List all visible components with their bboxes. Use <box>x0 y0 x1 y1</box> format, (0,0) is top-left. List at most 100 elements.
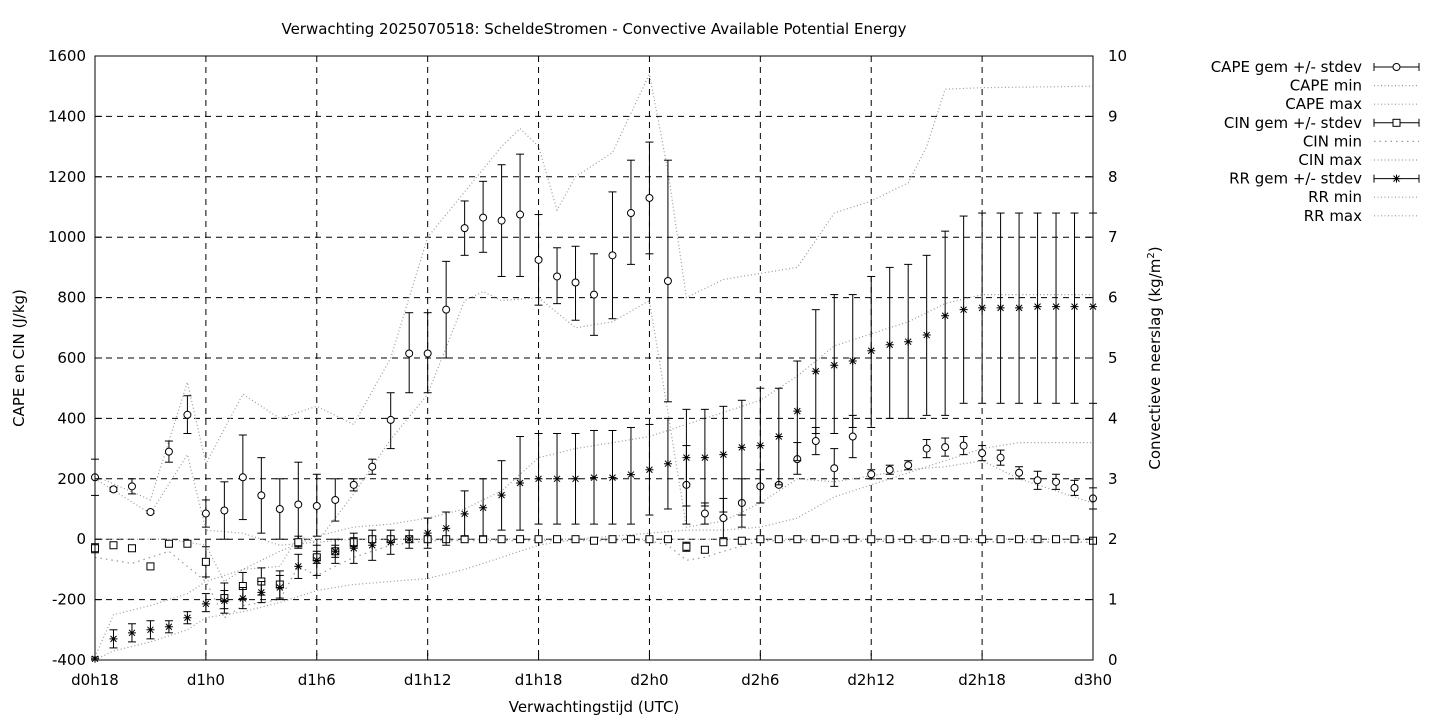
series-rr-gem-stdev-point <box>645 465 654 474</box>
legend-label: RR max <box>1304 207 1362 225</box>
series-cape-max-line <box>94 72 1094 501</box>
series-cin-gem-stdev-point <box>978 535 987 544</box>
series-rr-gem-stdev-point <box>959 305 968 314</box>
y-tick-label: 400 <box>57 409 86 427</box>
series-cin-gem-stdev-point <box>774 535 783 544</box>
series-cin-gem-stdev-point <box>922 535 931 544</box>
series-cape-gem-stdev-point <box>848 432 857 441</box>
series-rr-gem-stdev-point <box>275 583 284 592</box>
series-cape-gem-stdev-point <box>275 505 284 513</box>
series-rr-gem-stdev-point <box>220 596 229 605</box>
series-rr-gem-stdev-point <box>867 346 876 355</box>
series-cin-gem-stdev-point <box>497 535 506 544</box>
series-rr-gem-stdev-point <box>904 337 913 346</box>
series-rr-gem-stdev-point <box>885 340 894 349</box>
series-rr-gem-stdev-point <box>349 544 358 553</box>
y2-tick-label: 8 <box>1108 168 1118 186</box>
legend-item: CAPE max <box>1285 95 1419 113</box>
series-rr-gem-stdev-point <box>663 459 672 468</box>
series-cape-gem-stdev-point <box>368 462 377 471</box>
series-rr-gem-stdev-point <box>553 474 562 483</box>
legend-sample-marker <box>1392 118 1401 127</box>
series-cin-gem-stdev-point <box>941 535 950 544</box>
series-rr-gem-stdev-point <box>183 613 192 622</box>
series-cin-min-line <box>94 540 1094 619</box>
series-rr-gem-stdev-point <box>571 474 580 483</box>
y2-tick-label: 9 <box>1108 107 1118 125</box>
series-cin-gem-stdev-point <box>1033 535 1042 544</box>
y-tick-label: -200 <box>52 591 86 609</box>
series-cin-gem-stdev-point <box>553 535 562 544</box>
series-cin-gem-stdev-point <box>682 542 691 551</box>
y2-tick-label: 7 <box>1108 228 1118 246</box>
series-cape-gem-stdev-point <box>996 453 1005 462</box>
series-rr-gem-stdev-point <box>1033 302 1042 311</box>
series-cape-gem-stdev-point <box>201 509 210 518</box>
series-cin-gem-stdev-point <box>996 535 1005 544</box>
y2-tick-label: 3 <box>1108 470 1118 488</box>
series-rr-gem-stdev-point <box>1052 302 1061 311</box>
series-cape-gem-stdev-point <box>811 437 820 446</box>
series-rr-gem-stdev-point <box>405 535 414 544</box>
legend-label: RR min <box>1308 188 1362 206</box>
series-cape-gem-stdev-point <box>941 443 950 452</box>
series-rr-gem-stdev-point <box>386 538 395 547</box>
y2-axis-label-end: ) <box>1146 246 1164 252</box>
series-cin-gem-stdev-point <box>848 535 857 544</box>
y2-tick-label: 1 <box>1108 591 1118 609</box>
series-cape-gem-stdev-point <box>885 465 894 474</box>
legend-label: CIN max <box>1298 151 1362 169</box>
y-tick-label: 1000 <box>48 228 86 246</box>
series-cin-gem-stdev-point <box>608 535 617 544</box>
series-cape-gem-stdev-point <box>978 449 987 458</box>
series-rr-gem-stdev-point <box>238 594 247 603</box>
series-cin-gem-stdev-point <box>885 535 894 544</box>
y-tick-label: -400 <box>52 651 86 669</box>
series-cin-gem-stdev-point <box>645 535 654 544</box>
series-cape-gem-stdev-point <box>146 508 155 517</box>
x-tick-label: d1h12 <box>404 671 452 689</box>
series-cape-gem-stdev-point <box>590 290 598 299</box>
series-cin-gem-stdev-point <box>663 535 672 544</box>
x-tick-label: d2h0 <box>630 671 668 689</box>
plot-area <box>91 72 1097 663</box>
grid <box>94 56 1094 660</box>
series-cin-gem-stdev-point <box>811 535 820 544</box>
series-cape-gem-stdev-point <box>294 500 303 509</box>
x-tick-label: d1h0 <box>187 671 225 689</box>
y2-axis-label-superscript: 2 <box>1146 252 1157 258</box>
series-rr-gem-stdev-point <box>978 303 987 312</box>
series-cin-gem-stdev-point <box>534 535 543 544</box>
y-tick-label: 600 <box>57 349 86 367</box>
y2-tick-label: 0 <box>1108 651 1118 669</box>
legend-item: RR gem +/- stdev <box>1229 170 1420 188</box>
y2-tick-label: 5 <box>1108 349 1118 367</box>
x-tick-label: d2h18 <box>958 671 1006 689</box>
series-rr-gem-stdev-point <box>719 450 728 459</box>
series-cape-gem-stdev-point <box>608 251 617 260</box>
x-axis-label: Verwachtingstijd (UTC) <box>509 698 680 716</box>
series-cape-gem-stdev-point <box>534 255 543 264</box>
x-tick-label: d0h18 <box>71 671 119 689</box>
y2-axis-label-main: Convectieve neerslag (kg/m <box>1146 259 1164 470</box>
series-rr-gem-stdev-point <box>294 562 303 571</box>
series-cape-gem-stdev-point <box>663 276 672 285</box>
series-rr-gem-stdev-point <box>608 473 617 482</box>
series-cin-gem-stdev-point <box>127 544 136 553</box>
y-tick-label: 1200 <box>48 168 86 186</box>
legend-label: CAPE gem +/- stdev <box>1211 58 1362 76</box>
y2-axis-label: Convectieve neerslag (kg/m2) <box>1146 246 1164 469</box>
series-cape-gem-stdev-point <box>164 447 173 456</box>
chart-title: Verwachting 2025070518: ScheldeStromen -… <box>281 20 906 38</box>
series-rr-gem-stdev-point <box>534 474 543 483</box>
series-cape-gem-stdev-point <box>904 461 913 470</box>
series-cape-gem-stdev-point <box>257 491 266 500</box>
series-cape-gem-stdev-point <box>1033 476 1042 485</box>
series-rr-gem-stdev-point <box>497 491 506 500</box>
series-cin-gem-stdev-point <box>146 562 155 571</box>
x-tick-label: d1h6 <box>298 671 336 689</box>
x-tick-label: d2h12 <box>847 671 895 689</box>
legend-item: CAPE gem +/- stdev <box>1211 58 1420 76</box>
series-cin-gem-stdev-point <box>904 535 913 544</box>
